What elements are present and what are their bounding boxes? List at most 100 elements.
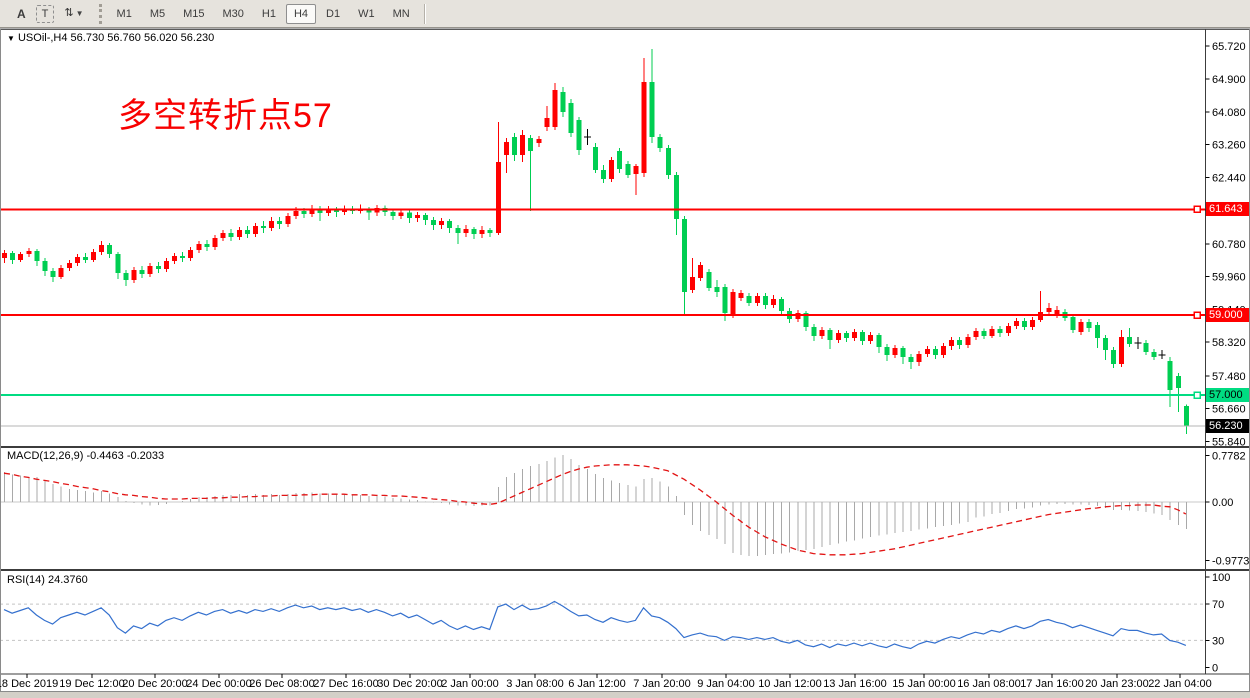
candle-body (293, 211, 299, 216)
candle-body (163, 261, 169, 269)
candle-body (431, 219, 437, 225)
timeframe-button-m1[interactable]: M1 (116, 7, 132, 20)
timeframe-button-w1[interactable]: W1 (358, 7, 375, 20)
timeframe-button-d1[interactable]: D1 (326, 7, 341, 20)
chart-canvas[interactable]: 65.72064.90064.08063.26062.44061.62060.7… (0, 28, 1250, 698)
candle-body (398, 212, 404, 216)
text-label-tool-button[interactable]: T (35, 4, 55, 23)
time-axis-label: 22 Jan 04:00 (1148, 678, 1212, 690)
candle-body (625, 163, 631, 175)
candle-body (754, 295, 760, 303)
candle-body (503, 142, 509, 155)
arrows-dropdown-button[interactable]: ⇅ ▼ (56, 3, 91, 24)
candle-body (1151, 351, 1157, 357)
arrows-icon: ⇅ (64, 7, 74, 19)
candle-body (803, 313, 809, 327)
text-tool-button[interactable]: A (17, 6, 26, 21)
candle-body (479, 230, 485, 235)
rsi-line (3, 600, 1187, 650)
macd-indicator-label: MACD(12,26,9) -0.4463 -0.2033 (7, 450, 165, 462)
candle-body (1021, 321, 1027, 327)
candle-body (131, 270, 137, 280)
candle-body (560, 91, 566, 112)
time-axis-label: 16 Jan 08:00 (957, 678, 1021, 690)
macd-axis-label: -0.9773 (1212, 556, 1249, 568)
candle-body (690, 277, 696, 290)
hline-handle[interactable] (1193, 391, 1201, 399)
candle-body (277, 221, 283, 224)
timeframe-button-h4[interactable]: H4 (285, 3, 317, 24)
candle-body (884, 347, 890, 355)
toolbar-grip[interactable] (98, 3, 102, 24)
candle-body (771, 299, 777, 305)
candle-body (487, 230, 493, 233)
candle-body (58, 267, 64, 277)
candle-body (269, 221, 275, 228)
price-axis-label: 63.260 (1212, 140, 1246, 152)
candle-body (422, 215, 428, 220)
candle-body (868, 335, 874, 341)
candle-body (99, 245, 105, 252)
candle-body (1183, 405, 1189, 426)
candle-body (1013, 321, 1019, 327)
chart-text-annotation[interactable]: 多空转折点57 (118, 97, 333, 135)
hline-handle[interactable] (1193, 205, 1201, 214)
candle-body (536, 139, 542, 143)
candle-body (544, 118, 550, 127)
candle-body (819, 330, 825, 336)
candle-body (649, 81, 655, 137)
candle-body (641, 81, 647, 173)
hline-handle[interactable] (1193, 311, 1201, 319)
timeframe-button-m15[interactable]: M15 (183, 7, 205, 20)
candle-body (26, 251, 32, 255)
candle-body (10, 253, 16, 260)
symbol-title[interactable]: ▼ USOil-,H4 56.730 56.760 56.020 56.230 (7, 32, 214, 44)
rsi-indicator-label: RSI(14) 24.3760 (7, 574, 88, 586)
candle-body (511, 137, 517, 155)
price-axis-label: 65.720 (1212, 41, 1246, 53)
price-axis-label: 60.780 (1212, 239, 1246, 251)
hline-price-label-61.643: 61.643 (1206, 202, 1249, 217)
time-axis-label: 9 Jan 04:00 (697, 678, 755, 690)
timeframe-button-m5[interactable]: M5 (149, 7, 166, 20)
timeframe-button-group: M1 M5 M15 M30 H1 H4 D1 W1 MN (108, 3, 419, 24)
candle-body (601, 169, 607, 179)
candle-body (414, 215, 420, 219)
price-axis-label: 58.320 (1212, 337, 1246, 349)
candle-body (900, 347, 906, 357)
candle-body (568, 103, 574, 133)
timeframe-button-mn[interactable]: MN (392, 7, 410, 20)
candle-body (74, 257, 80, 263)
candle-body (965, 337, 971, 345)
chart-window: 65.72064.90064.08063.26062.44061.62060.7… (0, 28, 1250, 698)
price-axis-label: 64.080 (1212, 107, 1246, 119)
candle-body (1111, 349, 1117, 364)
candle-body (681, 219, 687, 292)
chart-dropdown-icon[interactable]: ▼ (7, 34, 15, 43)
hline-price-label-59.000: 59.000 (1206, 308, 1249, 322)
candle-body (835, 333, 841, 340)
time-axis-label: 7 Jan 20:00 (633, 678, 691, 690)
candle-body (657, 137, 663, 148)
candle-body (989, 329, 995, 336)
candle-body (1078, 321, 1084, 332)
candle-body (916, 354, 922, 363)
candle-body (463, 229, 469, 233)
candle-body (762, 295, 768, 305)
candle-body (139, 270, 145, 275)
timeframe-button-m30[interactable]: M30 (222, 7, 244, 20)
timeframe-button-h1[interactable]: H1 (261, 7, 276, 20)
candle-body (706, 271, 712, 288)
candle-body (1054, 309, 1060, 315)
candle-body (66, 263, 72, 268)
macd-axis-label: 0.00 (1212, 497, 1233, 509)
rsi-axis-label: 100 (1212, 572, 1230, 584)
hline-price-label-57.000: 57.000 (1206, 388, 1249, 402)
macd-axis-label: 0.7782 (1212, 450, 1246, 462)
candle-body (285, 215, 291, 224)
candle-body (843, 333, 849, 339)
symbol-title-text: USOil-,H4 56.730 56.760 56.020 56.230 (17, 32, 215, 44)
candle-body (50, 271, 56, 277)
candle-body (1175, 375, 1181, 388)
candle-body (1127, 337, 1133, 344)
